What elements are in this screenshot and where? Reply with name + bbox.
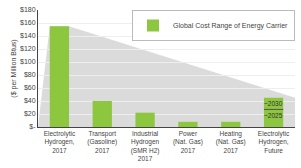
svg-text:~2030: ~2030 [264, 100, 283, 107]
svg-text:Heating(Nat. Gas)2017: Heating(Nat. Gas)2017 [216, 130, 246, 154]
svg-text:$120: $120 [20, 45, 36, 52]
svg-text:$140: $140 [20, 32, 36, 39]
svg-text:IndustrialHydrogen(SMR H2)2017: IndustrialHydrogen(SMR H2)2017 [131, 130, 160, 162]
svg-text:Global Cost Range of Energy Ca: Global Cost Range of Energy Carrier [173, 22, 288, 30]
svg-text:$80: $80 [24, 71, 36, 78]
svg-text:Power(Nat. Gas)2017: Power(Nat. Gas)2017 [173, 130, 203, 154]
svg-text:ElectrolyticHydrogen,Future: ElectrolyticHydrogen,Future [258, 130, 290, 154]
svg-text:$60: $60 [24, 84, 36, 91]
svg-text:~2025: ~2025 [264, 112, 283, 119]
svg-text:$180: $180 [20, 6, 36, 13]
svg-text:Transport(Gasoline)2017: Transport(Gasoline)2017 [87, 130, 117, 154]
svg-text:$40: $40 [24, 97, 36, 104]
svg-text:ElectrolyticHydrogen,2017: ElectrolyticHydrogen,2017 [44, 130, 76, 154]
svg-text:$100: $100 [20, 58, 36, 65]
svg-text:$20: $20 [24, 110, 36, 117]
svg-text:($ per Million Btus): ($ per Million Btus) [10, 39, 18, 97]
svg-text:$-: $- [29, 123, 36, 130]
svg-text:$160: $160 [20, 19, 36, 26]
